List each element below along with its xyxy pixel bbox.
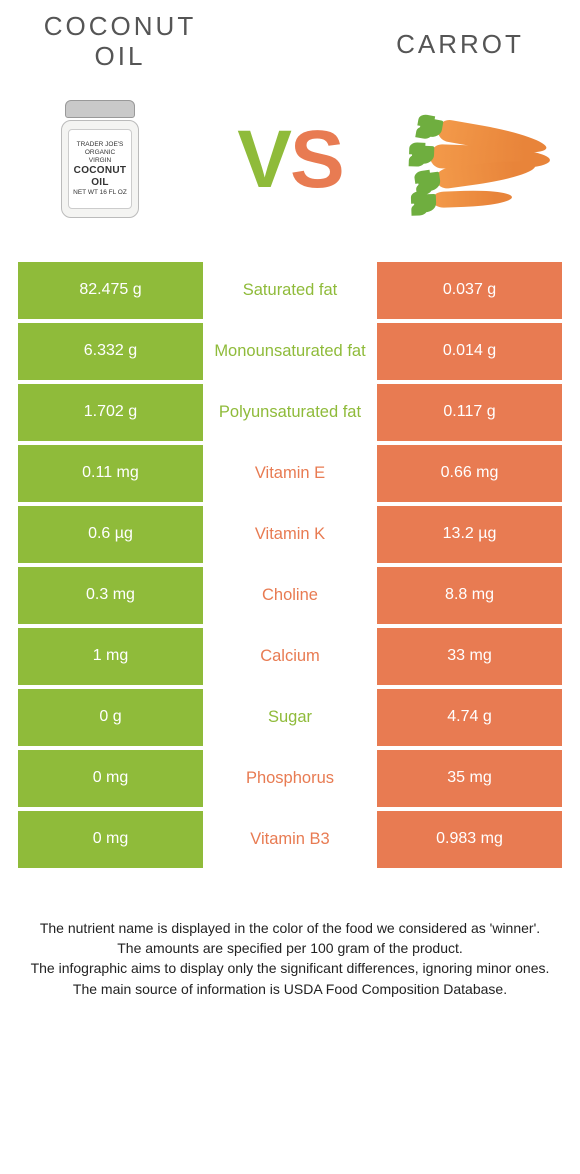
nutrient-name: Phosphorus (203, 750, 377, 807)
right-value: 35 mg (377, 750, 562, 807)
right-value: 0.037 g (377, 262, 562, 319)
nutrient-name: Choline (203, 567, 377, 624)
nutrient-name: Sugar (203, 689, 377, 746)
left-value: 0.3 mg (18, 567, 203, 624)
header: COCONUT OIL CARROT (0, 0, 580, 72)
vs-v: V (237, 114, 290, 205)
table-row: 0.3 mgCholine8.8 mg (18, 567, 562, 624)
table-row: 6.332 gMonounsaturated fat0.014 g (18, 323, 562, 380)
vs-s: S (290, 114, 343, 205)
left-value: 82.475 g (18, 262, 203, 319)
left-value: 6.332 g (18, 323, 203, 380)
nutrient-name: Vitamin B3 (203, 811, 377, 868)
left-value: 1.702 g (18, 384, 203, 441)
nutrient-name: Vitamin K (203, 506, 377, 563)
table-row: 1 mgCalcium33 mg (18, 628, 562, 685)
jar-variety: ORGANIC VIRGIN (73, 149, 127, 165)
image-row: TRADER JOE'S ORGANIC VIRGIN COCONUT OIL … (0, 72, 580, 262)
table-row: 0 mgPhosphorus35 mg (18, 750, 562, 807)
right-food-image (410, 80, 550, 240)
footer-line-2: The amounts are specified per 100 gram o… (12, 938, 568, 958)
left-value: 0 g (18, 689, 203, 746)
carrots-icon (410, 100, 550, 220)
coconut-oil-jar-icon: TRADER JOE'S ORGANIC VIRGIN COCONUT OIL … (61, 100, 139, 220)
nutrient-name: Saturated fat (203, 262, 377, 319)
left-value: 0 mg (18, 811, 203, 868)
footer-line-4: The main source of information is USDA F… (12, 979, 568, 999)
right-value: 0.66 mg (377, 445, 562, 502)
footer-line-1: The nutrient name is displayed in the co… (12, 918, 568, 938)
nutrient-table: 82.475 gSaturated fat0.037 g6.332 gMonou… (18, 262, 562, 868)
right-value: 33 mg (377, 628, 562, 685)
footer-notes: The nutrient name is displayed in the co… (0, 872, 580, 999)
table-row: 0 gSugar4.74 g (18, 689, 562, 746)
right-value: 0.983 mg (377, 811, 562, 868)
nutrient-name: Monounsaturated fat (203, 323, 377, 380)
nutrient-name: Vitamin E (203, 445, 377, 502)
table-row: 0 mgVitamin B30.983 mg (18, 811, 562, 868)
table-row: 1.702 gPolyunsaturated fat0.117 g (18, 384, 562, 441)
right-value: 8.8 mg (377, 567, 562, 624)
jar-name-1: COCONUT (74, 165, 127, 177)
jar-netwt: NET WT 16 FL OZ (73, 189, 127, 197)
right-value: 0.117 g (377, 384, 562, 441)
right-value: 0.014 g (377, 323, 562, 380)
right-food-title: CARROT (360, 30, 560, 60)
jar-name-2: OIL (91, 177, 109, 189)
left-food-title: COCONUT OIL (20, 12, 220, 72)
nutrient-name: Polyunsaturated fat (203, 384, 377, 441)
left-value: 1 mg (18, 628, 203, 685)
right-value: 4.74 g (377, 689, 562, 746)
table-row: 0.6 µgVitamin K13.2 µg (18, 506, 562, 563)
table-row: 82.475 gSaturated fat0.037 g (18, 262, 562, 319)
nutrient-name: Calcium (203, 628, 377, 685)
left-value: 0.11 mg (18, 445, 203, 502)
right-value: 13.2 µg (377, 506, 562, 563)
left-value: 0.6 µg (18, 506, 203, 563)
left-value: 0 mg (18, 750, 203, 807)
jar-brand: TRADER JOE'S (77, 141, 124, 149)
footer-line-3: The infographic aims to display only the… (12, 958, 568, 978)
left-food-image: TRADER JOE'S ORGANIC VIRGIN COCONUT OIL … (30, 80, 170, 240)
vs-label: VS (237, 113, 342, 207)
table-row: 0.11 mgVitamin E0.66 mg (18, 445, 562, 502)
